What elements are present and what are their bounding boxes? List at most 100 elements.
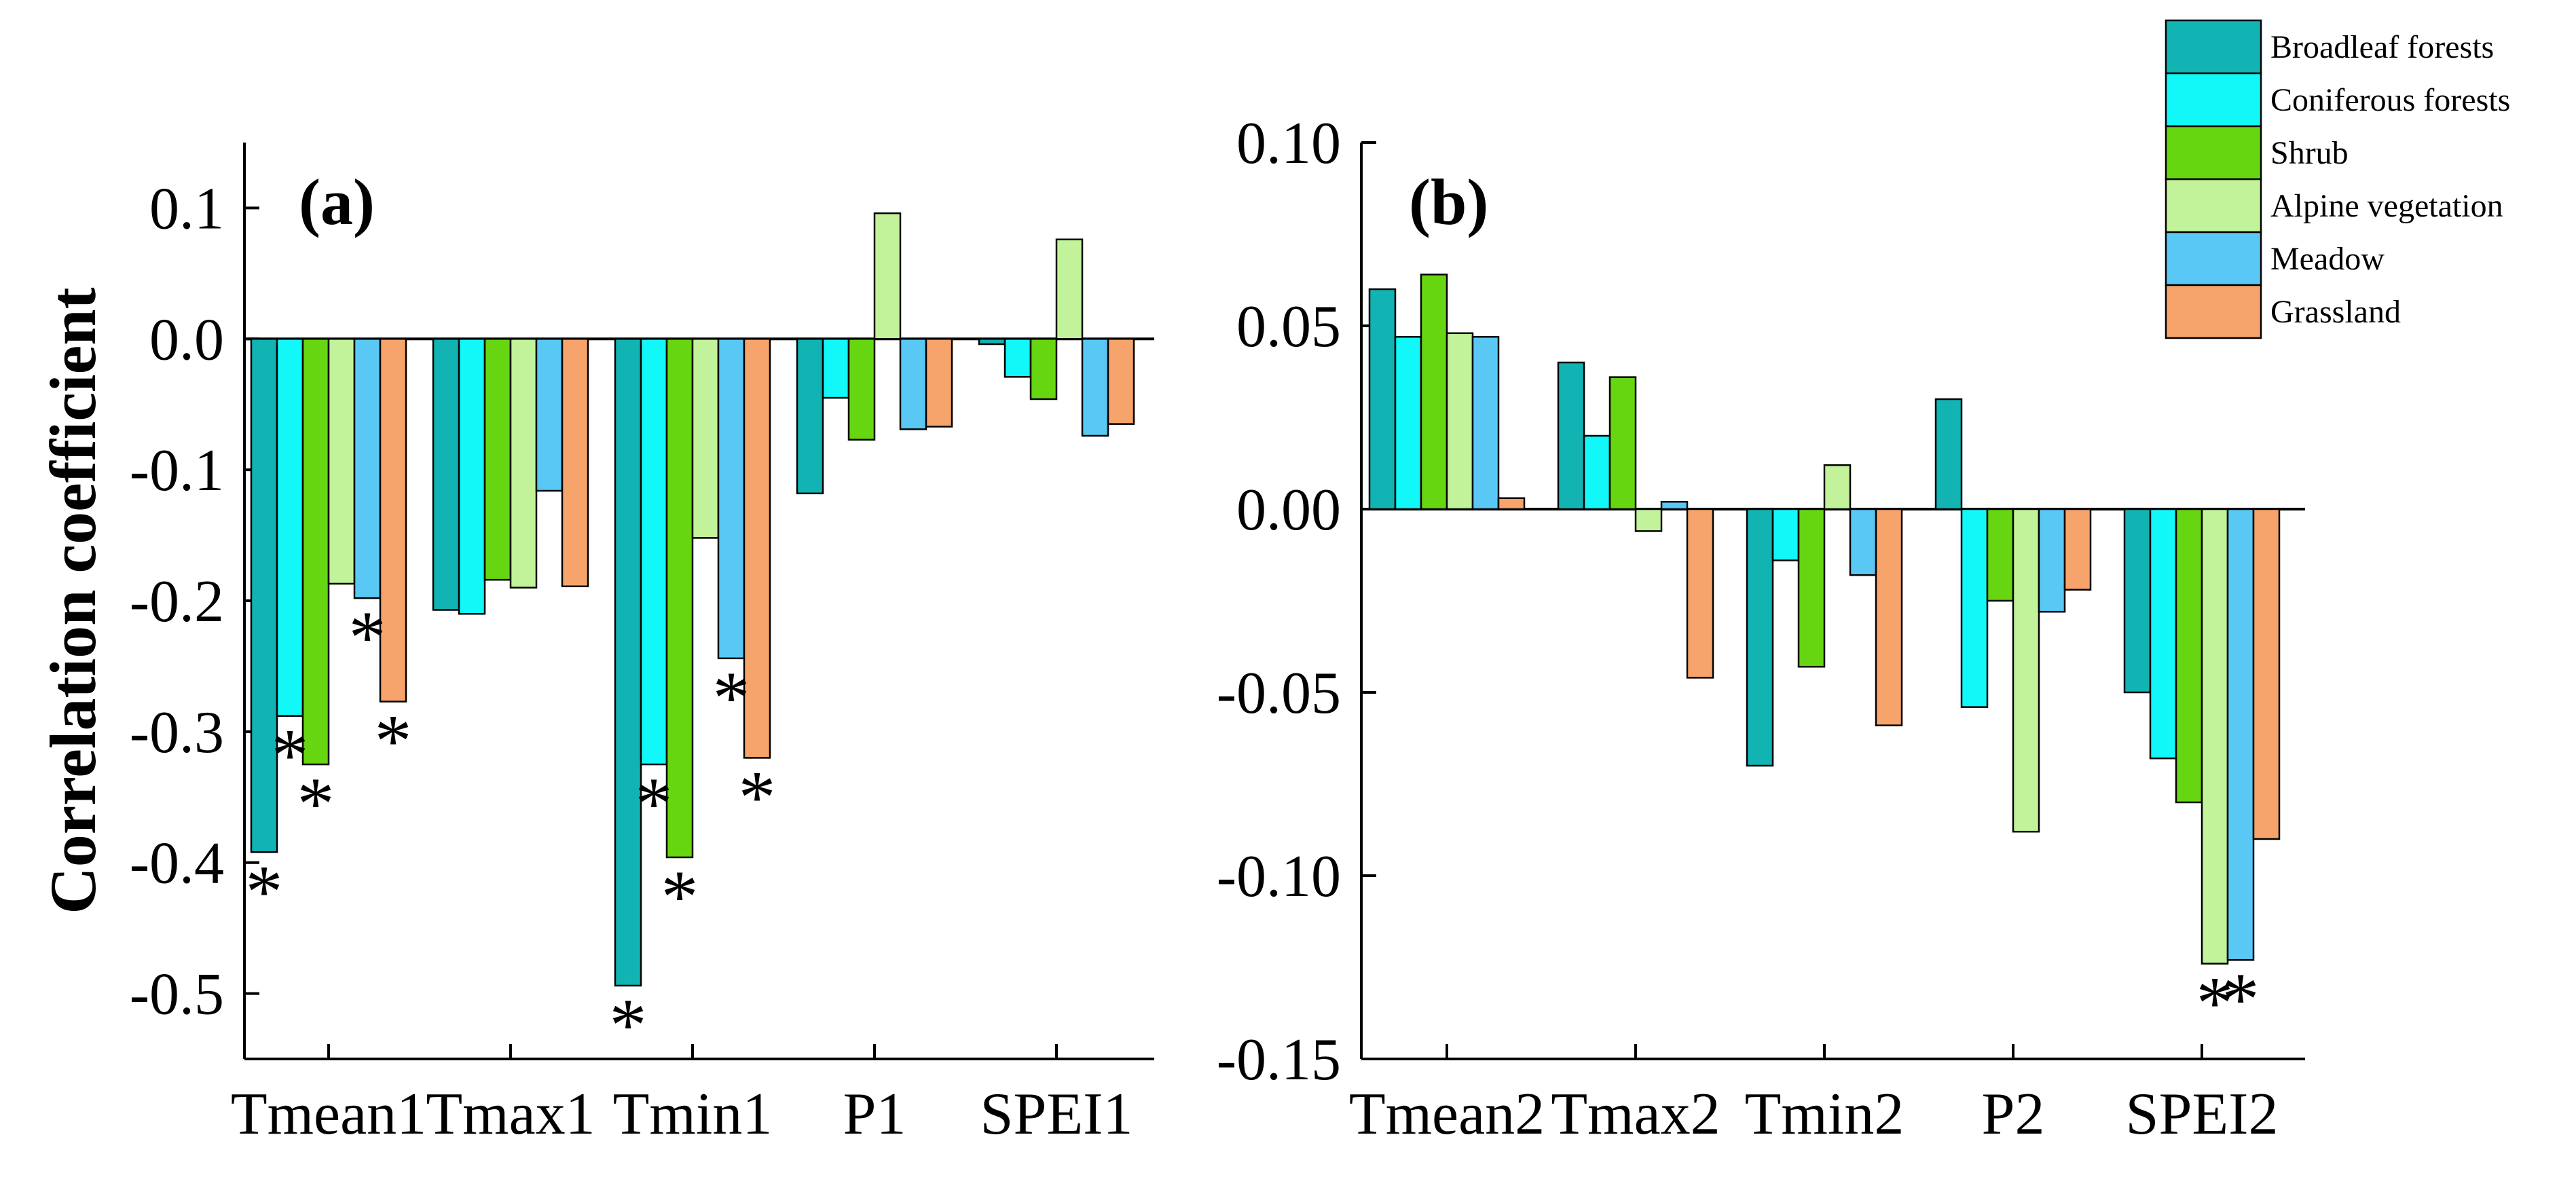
bar-P1-meadow — [899, 338, 927, 430]
y-tick-label: 0.05 — [1236, 294, 1341, 360]
bar-Tmin1-grassland — [743, 338, 771, 759]
y-tick-label: -0.5 — [130, 962, 224, 1028]
bar-Tmin1-coniferous-forests — [640, 338, 668, 766]
y-tick-label: 0.0 — [149, 307, 224, 373]
legend-label: Coniferous forests — [2270, 82, 2510, 118]
bar-Tmax1-grassland — [561, 338, 589, 588]
y-tick-label: 0.10 — [1236, 111, 1341, 176]
significance-star: * — [375, 700, 412, 783]
bar-Tmean1-alpine-vegetation — [327, 338, 356, 585]
bar-SPEI2-shrub — [2175, 508, 2203, 804]
bar-SPEI1-alpine-vegetation — [1055, 238, 1084, 340]
bar-Tmax2-meadow — [1660, 500, 1689, 510]
x-category-label: Tmean1 — [231, 1081, 426, 1147]
bar-P2-broadleaf-forests — [1934, 398, 1963, 510]
bar-SPEI1-meadow — [1081, 338, 1109, 437]
bar-SPEI1-shrub — [1029, 338, 1058, 401]
bar-SPEI2-meadow — [2226, 508, 2255, 961]
y-tick-label: 0.1 — [149, 176, 224, 242]
x-category-label: Tmean2 — [1349, 1081, 1545, 1147]
bar-Tmean1-grassland — [379, 338, 407, 703]
legend-label: Meadow — [2270, 241, 2385, 277]
bar-Tmean1-shrub — [301, 338, 330, 766]
x-category-label: P1 — [843, 1081, 906, 1147]
bar-Tmean2-shrub — [1420, 274, 1448, 510]
significance-star: * — [610, 984, 647, 1066]
bar-Tmin1-broadleaf-forests — [614, 338, 642, 987]
bar-SPEI2-grassland — [2252, 508, 2281, 840]
legend: Broadleaf forests Coniferous forests Shrub… — [2165, 19, 2510, 339]
legend-swatch-meadow — [2165, 231, 2262, 286]
bar-Tmean1-coniferous-forests — [276, 338, 304, 717]
bar-Tmax2-shrub — [1608, 376, 1637, 510]
bar-Tmin2-grassland — [1875, 508, 1903, 726]
bar-Tmax1-coniferous-forests — [458, 338, 486, 615]
bar-Tmin2-broadleaf-forests — [1746, 508, 1774, 767]
y-tick-label: -0.2 — [130, 569, 224, 635]
bar-Tmax2-alpine-vegetation — [1634, 508, 1663, 532]
bar-P1-coniferous-forests — [822, 338, 850, 399]
legend-label: Broadleaf forests — [2270, 29, 2494, 65]
x-category-label: Tmin1 — [613, 1081, 773, 1147]
y-tick-label: -0.10 — [1217, 844, 1341, 910]
bar-Tmean2-grassland — [1497, 497, 1526, 510]
significance-star: * — [349, 596, 386, 679]
bar-Tmin2-alpine-vegetation — [1823, 464, 1852, 510]
significance-star: * — [246, 850, 283, 933]
bar-Tmax1-broadleaf-forests — [432, 338, 460, 611]
bar-P2-alpine-vegetation — [2012, 508, 2040, 833]
bar-SPEI1-broadleaf-forests — [978, 338, 1006, 346]
legend-swatch-alpine-vegetation — [2165, 178, 2262, 234]
bar-Tmax2-coniferous-forests — [1583, 434, 1611, 510]
legend-label: Grassland — [2270, 294, 2401, 330]
x-category-label: P2 — [1982, 1081, 2045, 1147]
legend-label: Alpine vegetation — [2270, 188, 2503, 224]
bar-P1-alpine-vegetation — [873, 212, 902, 340]
x-category-label: SPEI1 — [980, 1081, 1133, 1147]
bar-P2-coniferous-forests — [1960, 508, 1989, 708]
bar-SPEI2-broadleaf-forests — [2123, 508, 2152, 694]
bar-SPEI2-coniferous-forests — [2149, 508, 2177, 760]
bar-Tmax2-broadleaf-forests — [1557, 361, 1585, 510]
bar-Tmean2-broadleaf-forests — [1368, 288, 1397, 510]
bar-Tmin2-coniferous-forests — [1771, 508, 1800, 561]
y-tick-label: 0.00 — [1236, 477, 1341, 543]
bar-Tmax1-meadow — [535, 338, 564, 492]
legend-label: Shrub — [2270, 135, 2349, 171]
y-tick-label: -0.3 — [130, 700, 224, 766]
bar-P2-shrub — [1986, 508, 2014, 602]
bar-SPEI2-alpine-vegetation — [2201, 508, 2229, 965]
x-category-label: SPEI2 — [2126, 1081, 2279, 1147]
legend-swatch-broadleaf-forests — [2165, 19, 2262, 75]
bar-Tmin2-shrub — [1797, 508, 1826, 668]
significance-star: * — [661, 855, 699, 938]
bar-Tmin1-meadow — [717, 338, 746, 660]
bar-Tmin1-shrub — [665, 338, 694, 859]
legend-swatch-coniferous-forests — [2165, 72, 2262, 128]
panel-label: (a) — [299, 166, 375, 238]
significance-star: * — [297, 762, 335, 845]
bar-P1-shrub — [847, 338, 876, 441]
bar-P2-meadow — [2038, 508, 2066, 613]
bar-Tmean2-coniferous-forests — [1394, 335, 1422, 510]
y-tick-label: -0.15 — [1217, 1027, 1341, 1093]
bar-Tmax1-alpine-vegetation — [509, 338, 538, 589]
y-axis-title: Correlation coefficient — [37, 287, 109, 914]
bar-Tmin1-alpine-vegetation — [691, 338, 720, 539]
bar-Tmean1-meadow — [353, 338, 382, 599]
bar-SPEI1-grassland — [1107, 338, 1135, 425]
significance-star: * — [2196, 962, 2234, 1045]
x-category-label: Tmax1 — [426, 1081, 595, 1147]
y-tick-label: -0.1 — [130, 438, 224, 504]
significance-star: * — [739, 756, 776, 838]
bar-Tmean2-alpine-vegetation — [1446, 332, 1474, 510]
y-tick-label: -0.05 — [1217, 660, 1341, 726]
significance-star: * — [713, 656, 750, 739]
significance-star: * — [272, 714, 309, 797]
legend-swatch-grassland — [2165, 284, 2262, 339]
bar-P1-broadleaf-forests — [796, 338, 824, 495]
